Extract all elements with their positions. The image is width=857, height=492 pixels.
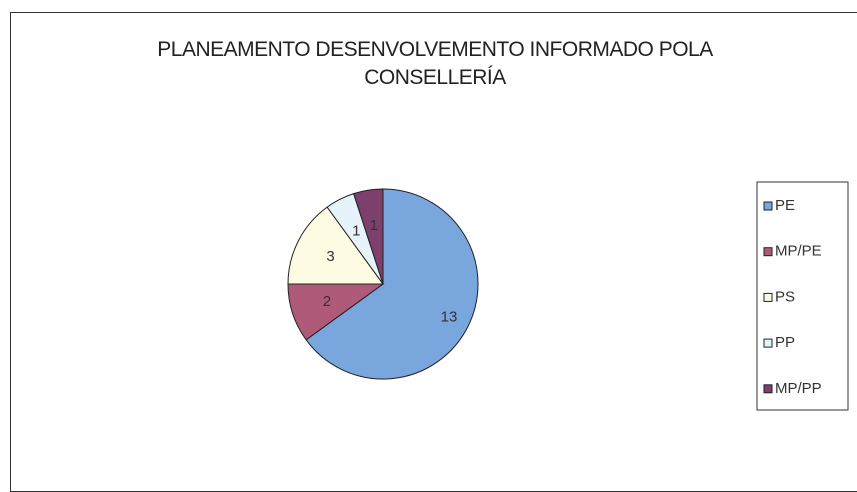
data-label: 13: [441, 309, 458, 326]
legend-label: PS: [775, 288, 795, 305]
pie-slice: [287, 206, 384, 285]
legend-swatch: [763, 247, 773, 257]
legend-label: MP/PE: [775, 243, 822, 260]
chart-title: PLANEAMENTO DESENVOLVEMENTO INFORMADO PO…: [157, 38, 713, 89]
pie-slice: [305, 188, 479, 380]
data-label: 3: [326, 248, 334, 265]
legend-swatch: [763, 384, 773, 394]
legend-swatch: [763, 338, 773, 348]
data-label: 1: [352, 222, 360, 239]
data-label: 2: [323, 293, 331, 310]
legend-label: PE: [775, 197, 795, 214]
page: PLANEAMENTO DESENVOLVEMENTO INFORMADO PO…: [10, 12, 857, 492]
legend-swatch: [763, 292, 773, 302]
legend-label: MP/PP: [775, 380, 822, 397]
legend-label: PP: [775, 334, 795, 351]
chart: 13 2 3 1 1 PE MP/PE PS PP MP/PP: [287, 181, 849, 411]
pie-slice: [353, 188, 384, 285]
data-label: 1: [370, 217, 378, 234]
legend-swatch: [763, 201, 773, 211]
